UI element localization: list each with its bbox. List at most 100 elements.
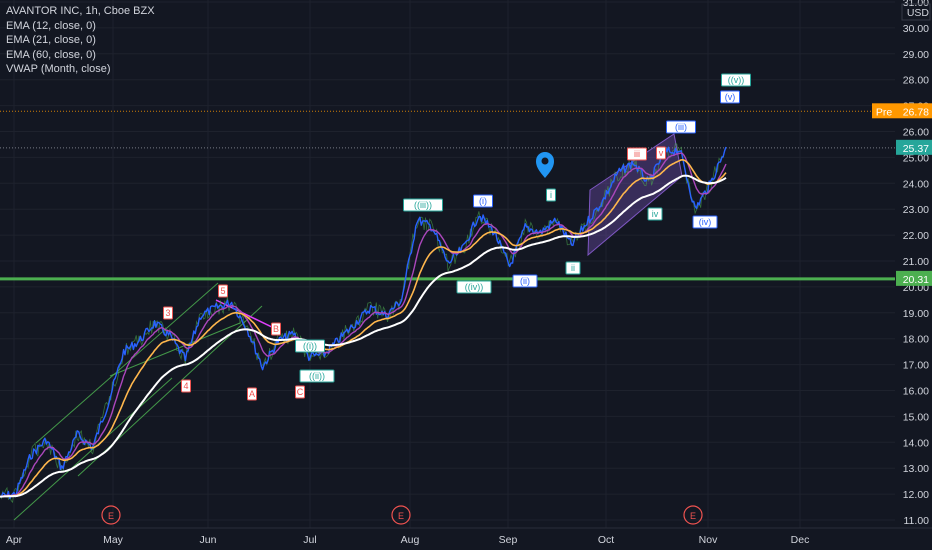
chart-legend: AVANTOR INC, 1h, Cboe BZX EMA (12, close…	[6, 4, 155, 77]
legend-symbol[interactable]: AVANTOR INC, 1h, Cboe BZX	[6, 5, 155, 17]
wave-label-box	[247, 387, 257, 401]
earnings-event-marker: E	[101, 505, 121, 525]
last-price-tag-bg	[896, 139, 932, 155]
trend-channel-line	[13, 377, 173, 521]
time-tick-label: Aug	[401, 534, 420, 546]
wave-label-text: iii	[634, 149, 640, 159]
legend-ema-21[interactable]: EMA (21, close, 0)	[6, 34, 96, 46]
wave-label: ((v))	[721, 73, 751, 87]
wave-label-text: ((v))	[728, 75, 745, 85]
price-tick-label: 25.00	[903, 152, 929, 164]
wave-label: ((iv))	[456, 280, 492, 294]
currency-label: USD	[907, 7, 930, 19]
wave-label-box	[163, 306, 173, 320]
wave-label: ((ii))	[299, 369, 335, 383]
wave-label-text: (ii)	[520, 276, 530, 286]
premarket-label-bg	[872, 103, 896, 119]
premarket-price-tag-value: 26.78	[903, 106, 929, 118]
wave-label-box	[299, 369, 335, 383]
wave-label: A	[247, 387, 257, 401]
grid	[0, 0, 895, 528]
wave-label-box	[271, 322, 281, 336]
price-tick-label: 26.00	[903, 127, 929, 139]
location-pin-icon	[536, 152, 554, 178]
wave-label-box	[720, 90, 740, 104]
wave-label-text: ii	[571, 263, 575, 273]
wave-label-box	[721, 73, 751, 87]
price-tick-label: 30.00	[903, 23, 929, 35]
price-tick-label: 11.00	[904, 515, 930, 527]
price-tick-label: 24.00	[903, 178, 929, 190]
last-price-tag: 25.37	[896, 139, 932, 155]
wave-label-text: (v)	[725, 92, 736, 102]
price-tick-label: 12.00	[903, 489, 929, 501]
time-tick-label: Sep	[499, 534, 518, 546]
support-price-tag-value: 20.31	[903, 274, 929, 286]
wave-label-box	[295, 385, 305, 399]
wave-label-text: ((i))	[303, 341, 317, 351]
wave-label: 4	[181, 379, 191, 393]
premarket-label-text: Pre	[876, 106, 893, 118]
last-price-tag-value: 25.37	[903, 143, 929, 155]
support-price-tag: 20.31	[896, 270, 932, 286]
price-tick-label: 21.00	[903, 256, 929, 268]
time-tick-label: Oct	[598, 534, 614, 546]
wave-label-box	[565, 261, 581, 275]
wave-label-text: (iv)	[699, 217, 712, 227]
trend-channel-line	[35, 282, 219, 444]
price-tick-label: 23.00	[903, 204, 929, 216]
wave-label-text: 4	[183, 381, 188, 391]
wave-label-text: ((iv))	[465, 282, 484, 292]
wave-label: ((i))	[295, 339, 325, 353]
wave-label-box	[181, 379, 191, 393]
time-tick-label: Dec	[791, 534, 810, 546]
premarket-label: Pre	[872, 103, 896, 119]
price-line	[0, 146, 727, 500]
wave-label: i	[546, 188, 556, 202]
wave-label-box	[692, 215, 718, 229]
wave-label-text: ((iii))	[414, 200, 432, 210]
earnings-event-marker: E	[391, 505, 411, 525]
price-tick-label: 16.00	[903, 386, 929, 398]
price-axis: 31.0030.0029.0028.0027.0026.0025.0024.00…	[872, 0, 932, 550]
wave-label: (v)	[720, 90, 740, 104]
trend-channels	[0, 110, 895, 521]
time-tick-label: May	[103, 534, 124, 546]
ema-12-line	[0, 152, 727, 498]
price-tick-label: 17.00	[903, 360, 929, 372]
wave-label: 3	[163, 306, 173, 320]
wave-label: iii	[627, 147, 647, 161]
support-price-tag-bg	[896, 270, 932, 286]
wave-label-box	[627, 147, 647, 161]
earnings-event-marker: E	[683, 505, 703, 525]
price-tick-label: 29.00	[903, 49, 929, 61]
wave-label: ii	[565, 261, 581, 275]
wave-label: (iv)	[692, 215, 718, 229]
time-tick-label: Apr	[6, 534, 23, 546]
wave-label-text: ((ii))	[309, 371, 325, 381]
wave-label-text: C	[297, 387, 304, 397]
currency-box	[901, 3, 931, 21]
earnings-event-circle	[101, 505, 121, 525]
earnings-event-label: E	[690, 511, 696, 521]
pin-body	[536, 152, 554, 178]
price-tick-label: 19.00	[903, 308, 929, 320]
legend-ema-60[interactable]: EMA (60, close, 0)	[6, 48, 96, 61]
wave-label: (i)	[473, 194, 493, 208]
wave-label-text: iv	[652, 209, 659, 219]
earnings-event-circle	[683, 505, 703, 525]
price-tick-label: 13.00	[903, 463, 929, 475]
wave-label-box	[403, 198, 443, 212]
wave-label-text: 3	[165, 308, 170, 318]
wave-label: 5	[218, 284, 228, 298]
ema-21-line	[0, 159, 727, 498]
trend-channel-line	[109, 322, 241, 377]
wave-label-text: A	[249, 389, 255, 399]
legend-ema-12[interactable]: EMA (12, close, 0)	[6, 19, 96, 32]
wave-label: B	[271, 322, 281, 336]
trend-line-magenta	[215, 299, 279, 331]
legend-vwap[interactable]: VWAP (Month, close)	[6, 63, 111, 75]
wave-label-box	[512, 274, 538, 288]
